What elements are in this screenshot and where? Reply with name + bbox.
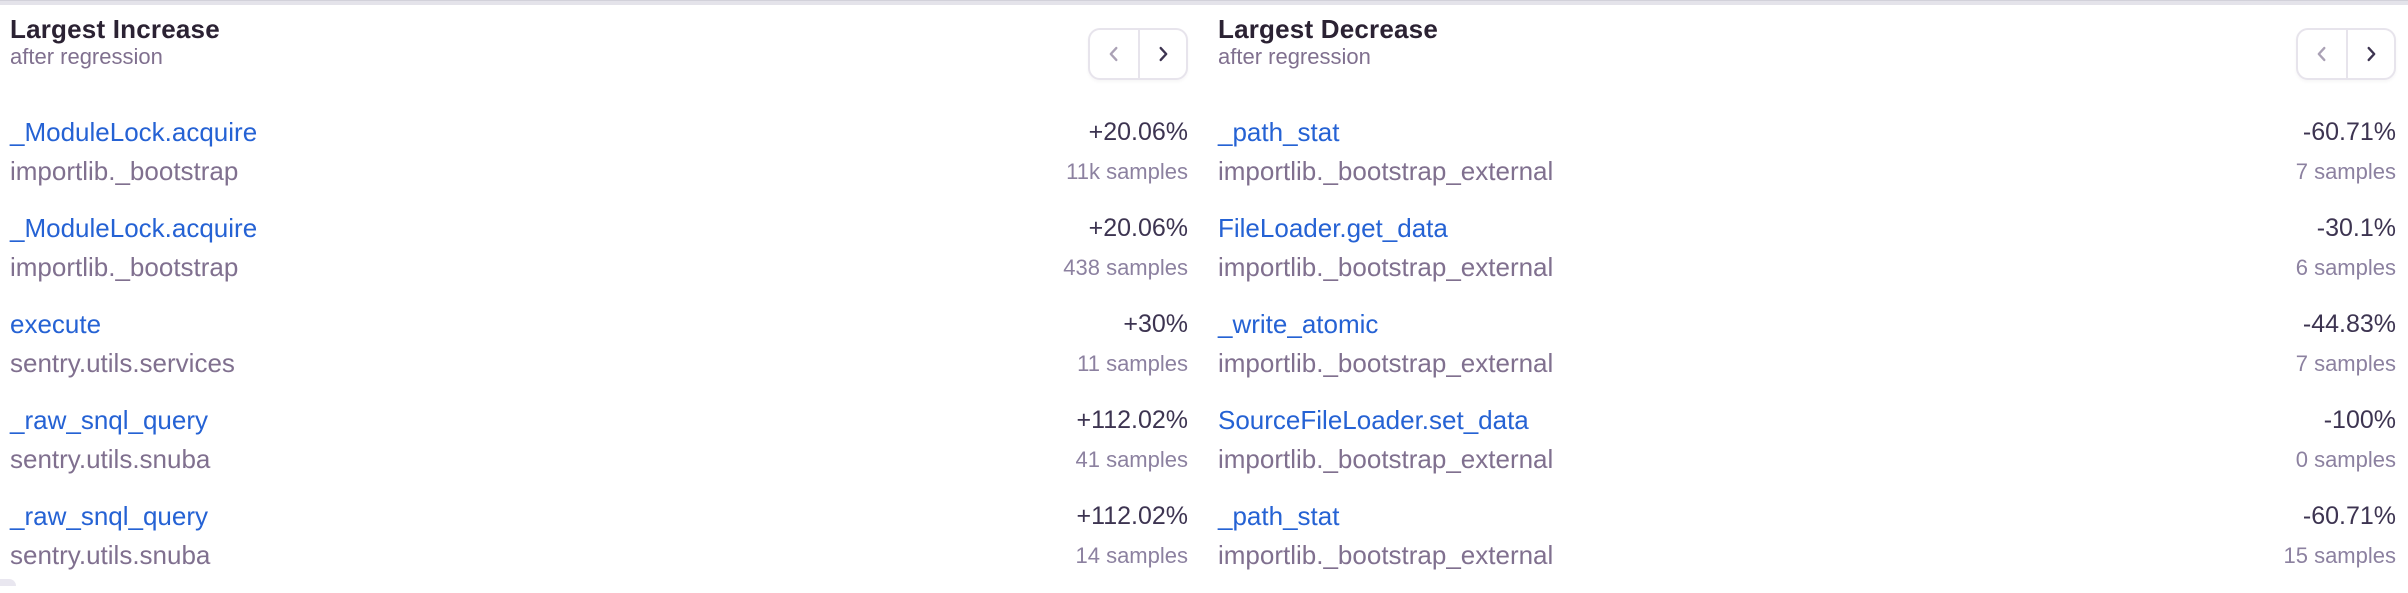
regression-comparison-panels: Largest Increase after regression [0,5,2408,593]
sample-count: 11 samples [1077,351,1188,376]
chevron-right-icon [1159,46,1168,62]
panel-heading-group: Largest Decrease after regression [1218,14,1438,70]
list-item: _raw_snql_query sentry.utils.snuba +112.… [10,401,1188,479]
change-percent: +112.02% [1076,502,1188,530]
function-link[interactable]: execute [10,309,102,339]
sample-count: 14 samples [1075,543,1188,568]
sample-count: 7 samples [2295,159,2396,184]
function-module: sentry.utils.snuba [10,444,211,474]
panel-header: Largest Increase after regression [10,14,1188,80]
list-item: _path_stat importlib._bootstrap_external… [1218,497,2396,575]
function-module: importlib._bootstrap_external [1218,252,1554,282]
function-link[interactable]: _path_stat [1218,501,1340,531]
function-module: importlib._bootstrap [10,252,239,282]
sample-count: 438 samples [1063,255,1188,280]
function-link[interactable]: _ModuleLock.acquire [10,117,258,147]
panel-header: Largest Decrease after regression [1218,14,2396,80]
next-page-button[interactable] [1138,30,1186,78]
panel-subtitle: after regression [1218,44,1371,69]
sample-count: 11k samples [1066,159,1188,184]
chevron-right-icon [2367,46,2376,62]
chevron-left-icon [1109,46,1118,62]
change-percent: -100% [2323,406,2396,434]
function-link[interactable]: _raw_snql_query [10,501,209,531]
sample-count: 15 samples [2283,543,2396,568]
function-list: _ModuleLock.acquire importlib._bootstrap… [10,113,1188,575]
sample-count: 6 samples [2295,255,2396,280]
change-percent: -60.71% [2302,502,2396,530]
list-item: _write_atomic importlib._bootstrap_exter… [1218,305,2396,383]
next-page-button[interactable] [2346,30,2394,78]
change-percent: -30.1% [2316,214,2396,242]
change-percent: +20.06% [1088,118,1188,146]
panel-heading-group: Largest Increase after regression [10,14,220,70]
function-link[interactable]: _raw_snql_query [10,405,209,435]
panel-subtitle: after regression [10,44,163,69]
pagination [1088,28,1188,80]
list-item: _path_stat importlib._bootstrap_external… [1218,113,2396,191]
prev-page-button[interactable] [1090,30,1138,78]
change-percent: -60.71% [2302,118,2396,146]
list-item: SourceFileLoader.set_data importlib._boo… [1218,401,2396,479]
list-item: _ModuleLock.acquire importlib._bootstrap… [10,209,1188,287]
list-item: execute sentry.utils.services +30% 11 sa… [10,305,1188,383]
function-list: _path_stat importlib._bootstrap_external… [1218,113,2396,575]
change-percent: -44.83% [2302,310,2396,338]
function-link[interactable]: _write_atomic [1218,309,1379,339]
function-module: importlib._bootstrap_external [1218,540,1554,570]
sample-count: 0 samples [2295,447,2396,472]
function-link[interactable]: FileLoader.get_data [1218,213,1448,243]
function-module: sentry.utils.snuba [10,540,211,570]
function-link[interactable]: _ModuleLock.acquire [10,213,258,243]
pagination [2296,28,2396,80]
sample-count: 41 samples [1075,447,1188,472]
list-item: _ModuleLock.acquire importlib._bootstrap… [10,113,1188,191]
function-link[interactable]: SourceFileLoader.set_data [1218,405,1529,435]
chevron-left-icon [2317,46,2326,62]
top-divider [0,0,2408,5]
sample-count: 7 samples [2295,351,2396,376]
function-module: importlib._bootstrap_external [1218,348,1554,378]
partial-panel-corner [0,579,16,586]
panel-largest-decrease: Largest Decrease after regression [1218,14,2396,593]
change-percent: +112.02% [1076,406,1188,434]
list-item: FileLoader.get_data importlib._bootstrap… [1218,209,2396,287]
function-module: sentry.utils.services [10,348,235,378]
change-percent: +30% [1123,310,1188,338]
panel-largest-increase: Largest Increase after regression [10,14,1188,593]
function-module: importlib._bootstrap_external [1218,444,1554,474]
list-item: _raw_snql_query sentry.utils.snuba +112.… [10,497,1188,575]
function-module: importlib._bootstrap [10,156,239,186]
change-percent: +20.06% [1088,214,1188,242]
panel-title: Largest Increase [10,14,220,44]
prev-page-button[interactable] [2298,30,2346,78]
panel-title: Largest Decrease [1218,14,1438,44]
function-module: importlib._bootstrap_external [1218,156,1554,186]
function-link[interactable]: _path_stat [1218,117,1340,147]
